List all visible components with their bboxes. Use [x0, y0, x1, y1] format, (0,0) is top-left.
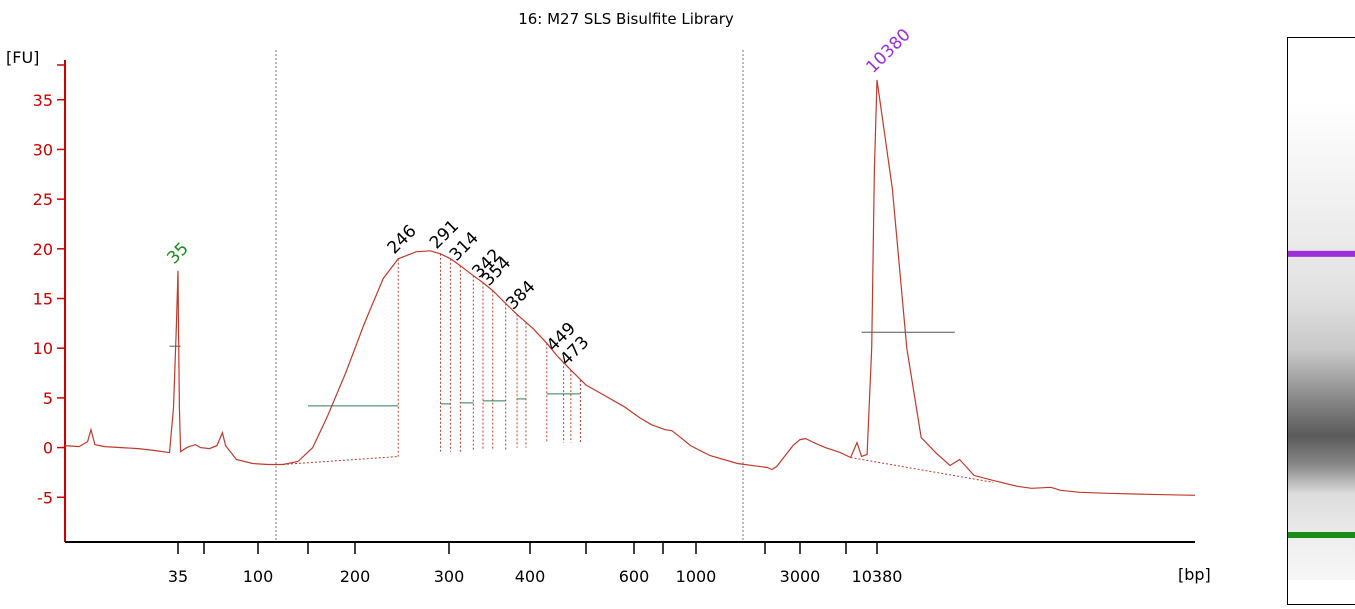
x-tick-label: 3000: [780, 567, 821, 586]
x-tick-label: 600: [619, 567, 650, 586]
y-tick-label: 30: [33, 140, 53, 159]
marker-label: 35: [163, 239, 192, 268]
gel-lane: [1288, 100, 1355, 580]
gel-band: [1288, 250, 1355, 257]
peak-label: 384: [502, 277, 539, 314]
chart-title: 16: M27 SLS Bisulfite Library: [518, 10, 734, 28]
x-tick-label: 200: [340, 567, 371, 586]
trace-line: [64, 79, 1196, 496]
gel-band: [1288, 532, 1355, 538]
x-tick-label: 1000: [676, 567, 717, 586]
y-tick-label: 35: [33, 91, 53, 110]
marker-label: 10380: [862, 25, 914, 77]
gel-smear: [1288, 100, 1355, 580]
baseline-smear: [282, 456, 399, 465]
x-tick-label: 300: [434, 567, 465, 586]
baseline-upper-marker: [850, 457, 994, 483]
electropherogram-chart: 16: M27 SLS Bisulfite Library [FU] [bp] …: [6, 10, 1211, 586]
y-axis-label: [FU]: [6, 48, 39, 67]
y-tick-label: 10: [33, 339, 53, 358]
gel-image: [1287, 37, 1355, 605]
y-tick-label: -5: [37, 488, 53, 507]
y-tick-label: 15: [33, 290, 53, 309]
y-tick-label: 25: [33, 190, 53, 209]
y-tick-label: 20: [33, 240, 53, 259]
x-tick-label: 10380: [852, 567, 903, 586]
plot-area: -5 0 5 10 15 20 25 30 35 35 100 200 300 400 600 1000 300…: [33, 25, 1196, 586]
x-tick-label: 100: [243, 567, 274, 586]
x-tick-label: 400: [515, 567, 546, 586]
x-axis-label: [bp]: [1178, 565, 1211, 584]
y-tick-label: 0: [43, 439, 53, 458]
x-tick-label: 35: [168, 567, 188, 586]
y-tick-label: 5: [43, 389, 53, 408]
